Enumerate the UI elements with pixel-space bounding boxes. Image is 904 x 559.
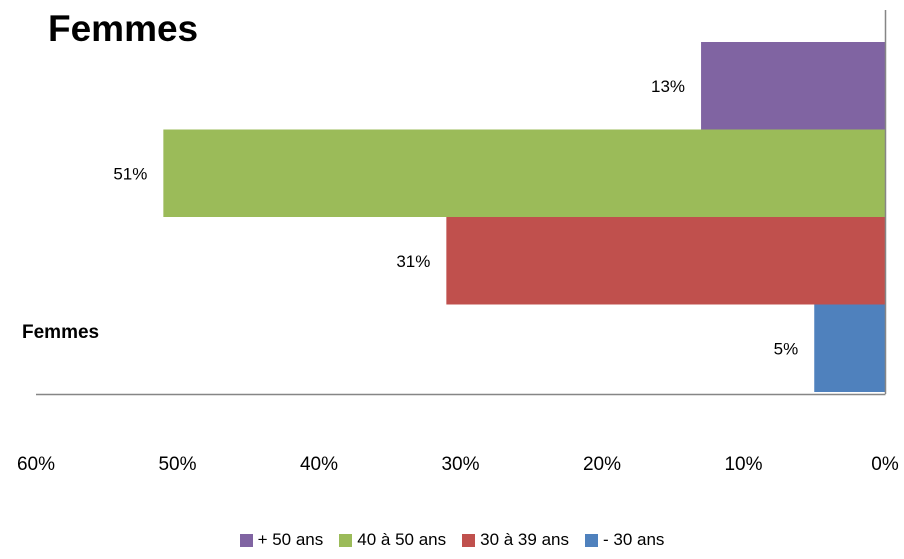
- legend-item: 30 à 39 ans: [462, 530, 569, 550]
- x-tick-label: 10%: [724, 454, 762, 475]
- x-tick-label: 0%: [871, 454, 899, 475]
- legend-item: - 30 ans: [585, 530, 664, 550]
- legend-item: 40 à 50 ans: [339, 530, 446, 550]
- legend-label: 40 à 50 ans: [357, 530, 446, 550]
- bar-chart: 13% 51% 31% 5% 60% 50% 40% 30% 20% 10% 0%: [0, 0, 904, 520]
- legend-swatch: [339, 534, 352, 547]
- x-tick-label: 40%: [300, 454, 338, 475]
- x-tick-label: 20%: [583, 454, 621, 475]
- data-label: 31%: [396, 252, 430, 271]
- x-tick-label: 50%: [158, 454, 196, 475]
- data-label: 51%: [113, 164, 147, 183]
- bar: [814, 305, 885, 393]
- legend: + 50 ans 40 à 50 ans 30 à 39 ans - 30 ans: [0, 530, 904, 550]
- x-tick-label: 60%: [17, 454, 55, 475]
- legend-swatch: [240, 534, 253, 547]
- x-tick-label: 30%: [441, 454, 479, 475]
- legend-swatch: [585, 534, 598, 547]
- legend-swatch: [462, 534, 475, 547]
- data-label: 13%: [651, 77, 685, 96]
- legend-label: - 30 ans: [603, 530, 664, 550]
- legend-label: + 50 ans: [258, 530, 324, 550]
- bar: [701, 42, 885, 130]
- legend-item: + 50 ans: [240, 530, 324, 550]
- data-label: 5%: [774, 339, 799, 358]
- bar: [446, 217, 885, 305]
- legend-label: 30 à 39 ans: [480, 530, 569, 550]
- bar: [163, 130, 885, 218]
